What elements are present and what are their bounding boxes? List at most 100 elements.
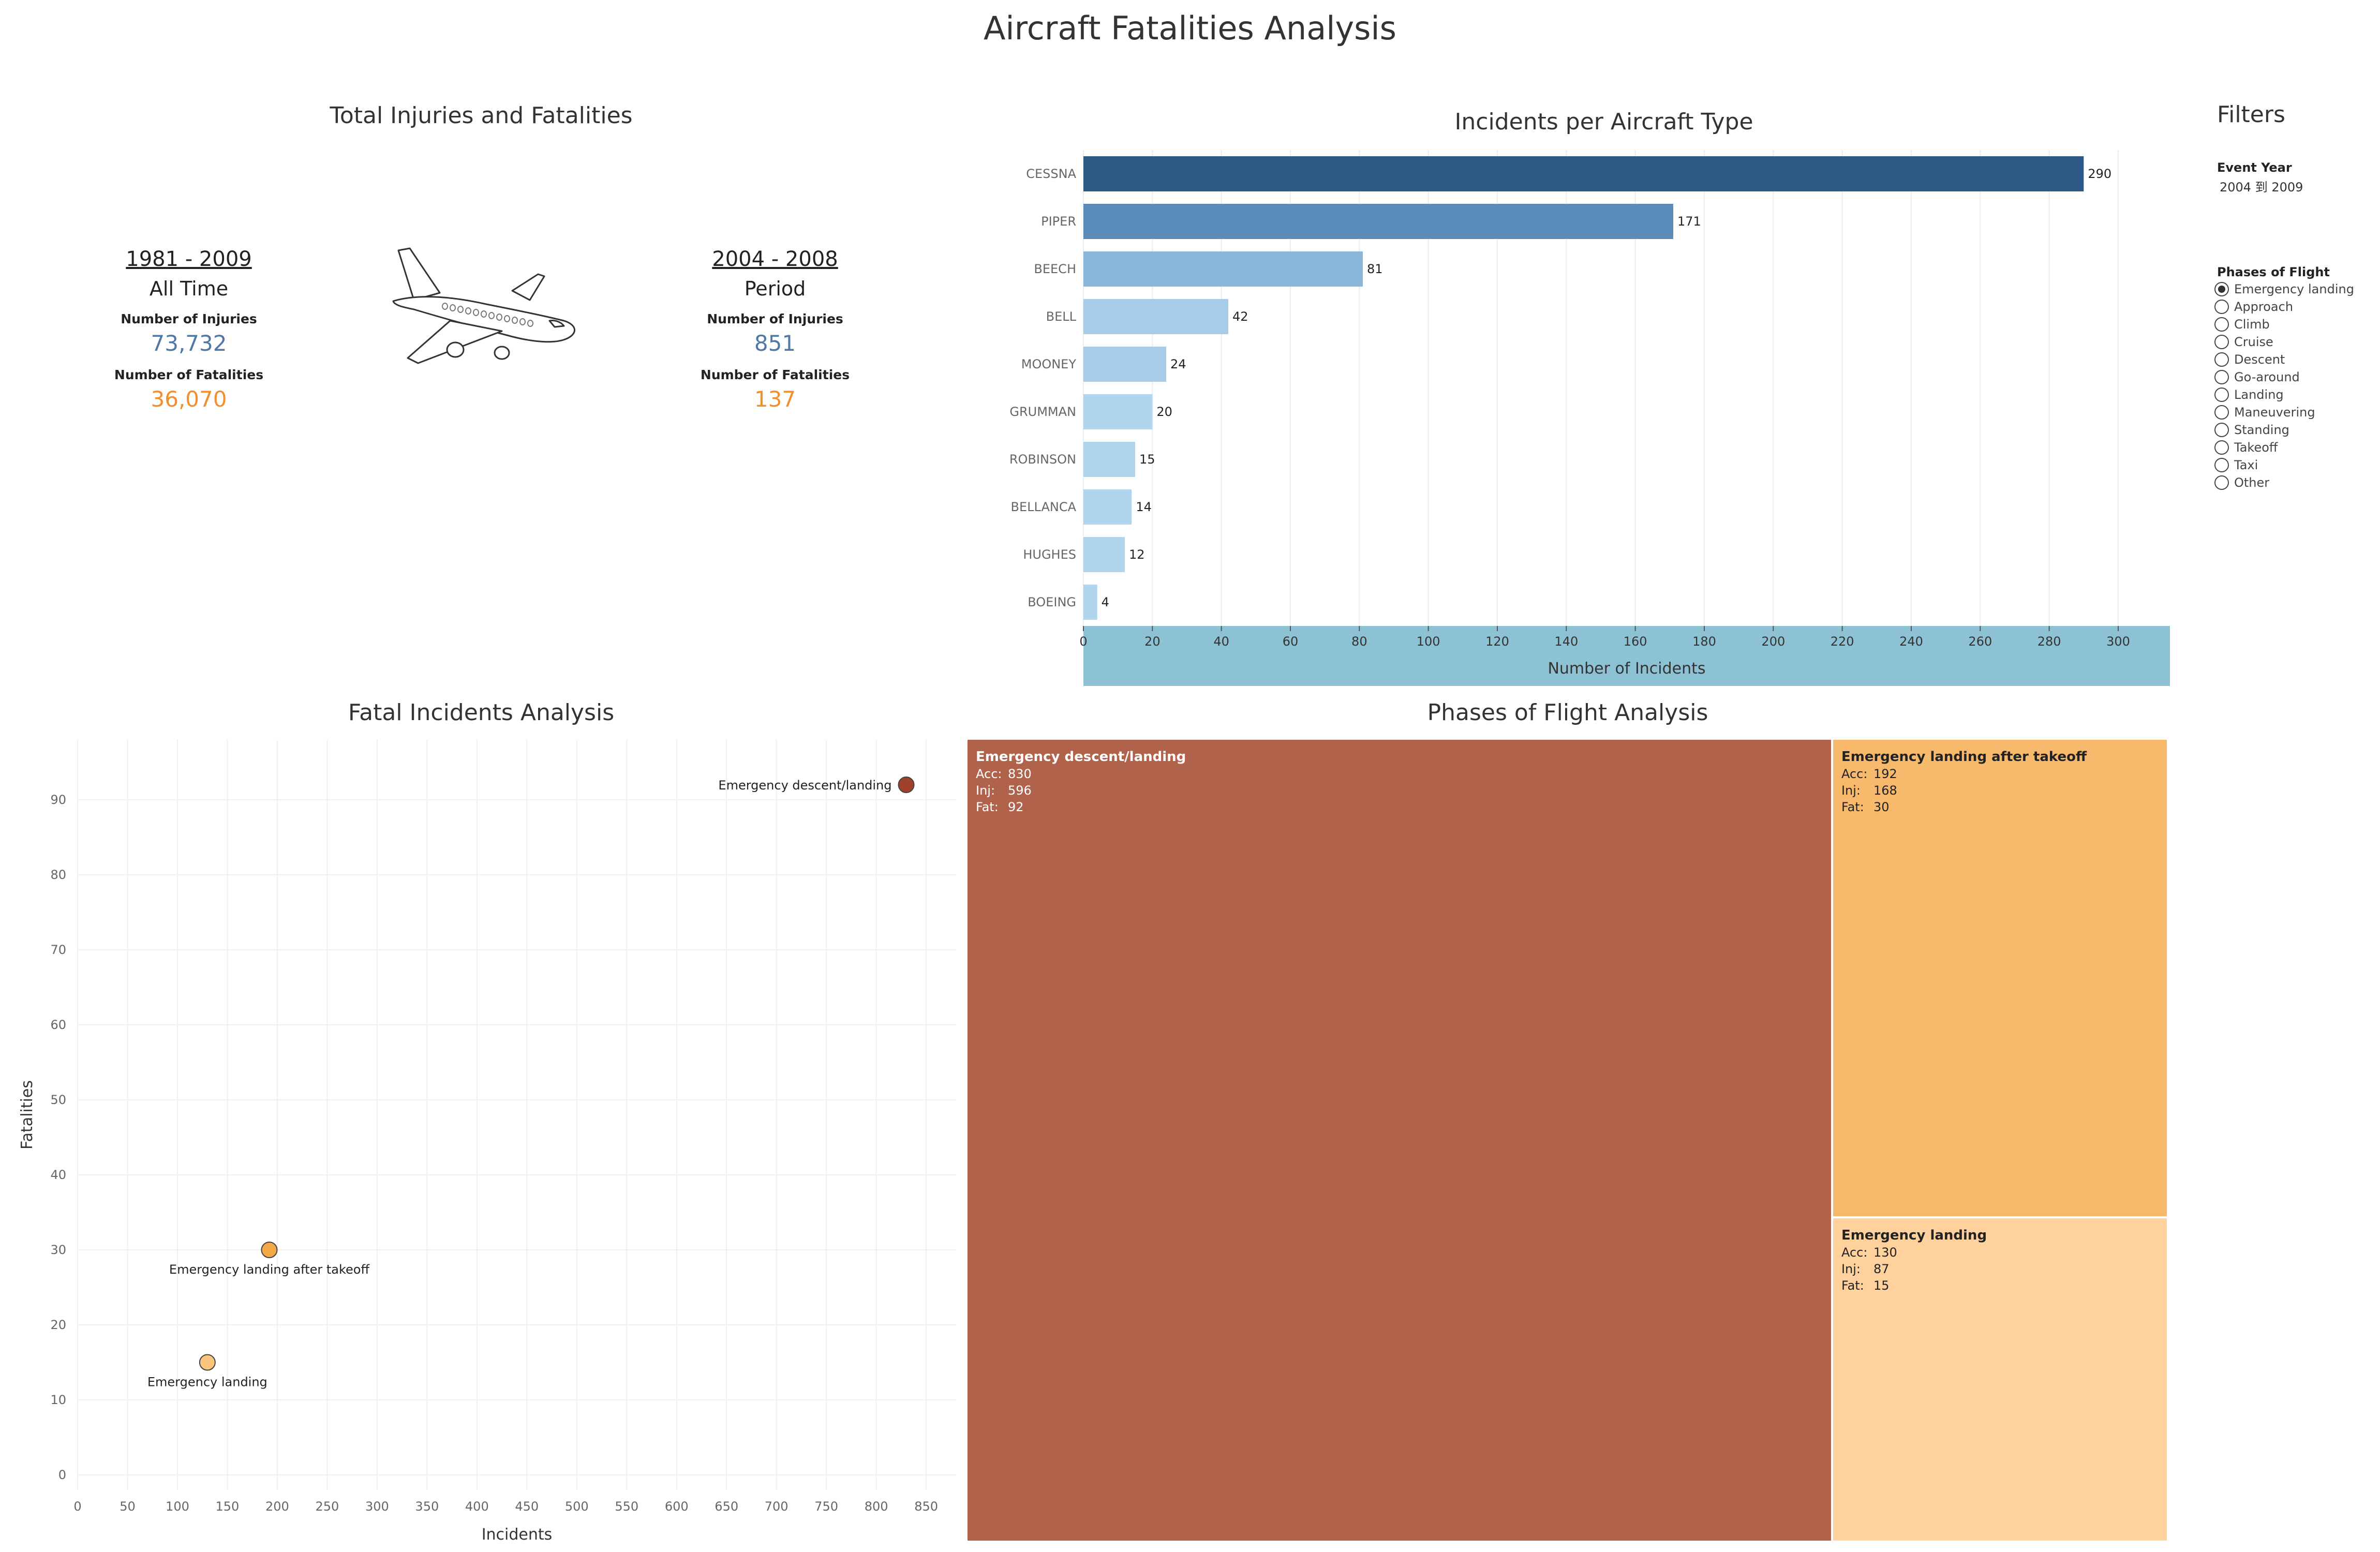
- bar-category-label: GRUMMAN: [1009, 405, 1076, 419]
- kpi-all-time-fatalities-value: 36,070: [151, 386, 227, 412]
- bar-chart: 0 20 40 60 80 100 120 140 160 180 200 220 240 260 280 3…: [1009, 150, 2170, 686]
- scatter-chart-points: [199, 777, 915, 1371]
- phase-option-label: Go-around: [2234, 370, 2300, 384]
- scatter-x-tick-label: 850: [914, 1499, 938, 1514]
- scatter-chart-y-ticks: 0 10 20 30 40 50 60 70 80 90: [50, 793, 66, 1482]
- bar-x-tick-label: 240: [1899, 634, 1923, 649]
- treemap-cell[interactable]: Emergency landing Acc: 130 Inj: 87 Fat: 15: [1832, 1217, 2168, 1542]
- scatter-y-tick-label: 10: [50, 1393, 66, 1407]
- treemap-cell-name: Emergency landing after takeoff: [1841, 749, 2087, 765]
- bar-cessna: [1083, 156, 2084, 191]
- event-year-value[interactable]: 2004 到 2009: [2220, 180, 2303, 195]
- phase-option-go-around[interactable]: Go-around: [2214, 368, 2370, 386]
- kpi-period-fatalities-label: Number of Fatalities: [700, 367, 850, 382]
- phase-option-emergency-landing[interactable]: Emergency landing: [2214, 280, 2370, 298]
- scatter-x-tick-label: 600: [665, 1499, 689, 1514]
- radio-button-icon[interactable]: [2214, 370, 2229, 384]
- radio-button-icon[interactable]: [2214, 458, 2229, 472]
- kpi-all-time-range: 1981 - 2009: [126, 247, 252, 271]
- treemap-cell-name: Emergency landing: [1841, 1228, 1987, 1244]
- phase-option-label: Climb: [2234, 317, 2270, 332]
- radio-button-icon[interactable]: [2214, 475, 2229, 490]
- radio-button-icon[interactable]: [2214, 317, 2229, 332]
- kpi-all-time: 1981 - 2009 All Time Number of Injuries …: [60, 247, 318, 412]
- scatter-x-tick-label: 250: [315, 1499, 339, 1514]
- bar-category-label: ROBINSON: [1009, 452, 1076, 467]
- radio-button-icon[interactable]: [2214, 282, 2229, 296]
- phase-option-label: Takeoff: [2234, 440, 2278, 455]
- phase-option-standing[interactable]: Standing: [2214, 421, 2370, 439]
- phase-option-approach[interactable]: Approach: [2214, 298, 2370, 316]
- phase-option-cruise[interactable]: Cruise: [2214, 333, 2370, 351]
- bar-hughes: [1083, 537, 1125, 572]
- treemap-cell-name: Emergency descent/landing: [976, 749, 1186, 765]
- bar-category-label: BELL: [1046, 309, 1077, 324]
- bar-data-label: 24: [1170, 357, 1186, 371]
- treemap-cell-fat: Fat: 15: [1841, 1278, 2159, 1293]
- treemap-cell[interactable]: Emergency landing after takeoff Acc: 192 In…: [1832, 739, 2168, 1218]
- fat-value: 92: [1008, 800, 1024, 814]
- scatter-x-tick-label: 200: [265, 1499, 289, 1514]
- radio-button-icon[interactable]: [2214, 352, 2229, 367]
- phases-of-flight-radio-list: Emergency landing Approach Climb Cruise Desc…: [2214, 280, 2370, 491]
- kpi-all-time-injuries-label: Number of Injuries: [121, 311, 257, 326]
- phase-option-climb[interactable]: Climb: [2214, 316, 2370, 333]
- phase-option-maneuvering[interactable]: Maneuvering: [2214, 404, 2370, 421]
- treemap-cell-acc: Acc: 192: [1841, 767, 2159, 781]
- bar-x-tick-label: 60: [1283, 634, 1299, 649]
- phase-option-landing[interactable]: Landing: [2214, 386, 2370, 404]
- scatter-y-tick-label: 0: [58, 1468, 66, 1482]
- phase-option-other[interactable]: Other: [2214, 474, 2370, 491]
- phase-option-takeoff[interactable]: Takeoff: [2214, 439, 2370, 456]
- bar-grumman: [1083, 394, 1153, 429]
- bar-mooney: [1083, 347, 1166, 382]
- scatter-x-tick-label: 500: [565, 1499, 589, 1514]
- bar-x-tick-label: 180: [1692, 634, 1716, 649]
- bar-piper: [1083, 204, 1673, 239]
- filters-title: Filters: [2217, 101, 2285, 128]
- bar-data-label: 290: [2088, 167, 2111, 181]
- bar-x-tick-label: 40: [1213, 634, 1229, 649]
- treemap-cell-inj: Inj: 87: [1841, 1262, 2159, 1276]
- treemap: Emergency descent/landing Acc: 830 Inj: 596 F…: [966, 739, 2168, 1542]
- bar-data-label: 14: [1136, 500, 1152, 514]
- phase-option-label: Taxi: [2234, 458, 2258, 472]
- bar-category-label: CESSNA: [1026, 167, 1076, 181]
- bar-x-tick-label: 260: [1968, 634, 1992, 649]
- radio-button-icon[interactable]: [2214, 423, 2229, 437]
- scatter-x-tick-label: 450: [515, 1499, 539, 1514]
- phase-option-taxi[interactable]: Taxi: [2214, 456, 2370, 474]
- fat-label: Fat:: [976, 800, 999, 814]
- kpi-period-injuries-label: Number of Injuries: [707, 311, 843, 326]
- scatter-x-tick-label: 0: [73, 1499, 81, 1514]
- radio-button-icon[interactable]: [2214, 387, 2229, 402]
- bar-chart-axis-band: [1083, 626, 2170, 686]
- treemap-cell[interactable]: Emergency descent/landing Acc: 830 Inj: 596 F…: [966, 739, 1832, 1542]
- scatter-x-tick-label: 300: [365, 1499, 389, 1514]
- bar-data-label: 42: [1232, 309, 1248, 324]
- radio-button-icon[interactable]: [2214, 440, 2229, 455]
- radio-button-icon[interactable]: [2214, 405, 2229, 420]
- radio-button-icon[interactable]: [2214, 335, 2229, 349]
- bar-x-tick-label: 120: [1485, 634, 1509, 649]
- bar-x-tick-label: 280: [2037, 634, 2061, 649]
- inj-value: 168: [1873, 783, 1897, 798]
- bar-bell: [1083, 299, 1228, 334]
- kpi-all-time-subtitle: All Time: [149, 277, 229, 300]
- bar-data-label: 12: [1129, 547, 1145, 562]
- bar-chart-data-labels: 290 171 81 42 24 20 15 14 12 4: [1102, 167, 2111, 609]
- phase-option-descent[interactable]: Descent: [2214, 351, 2370, 368]
- bar-data-label: 81: [1367, 262, 1383, 276]
- inj-label: Inj:: [1841, 783, 1861, 798]
- bar-boeing: [1083, 585, 1097, 620]
- scatter-chart-x-ticks: 0 50 100 150 200 250 300 350 400 450 500 550 600 650 7…: [73, 1499, 938, 1514]
- bar-category-label: MOONEY: [1021, 357, 1077, 371]
- scatter-y-tick-label: 30: [50, 1243, 66, 1257]
- phase-option-label: Approach: [2234, 300, 2294, 314]
- radio-button-icon[interactable]: [2214, 300, 2229, 314]
- acc-label: Acc:: [1841, 767, 1868, 781]
- phase-option-label: Cruise: [2234, 335, 2273, 349]
- bar-category-label: BOEING: [1028, 595, 1076, 609]
- scatter-point-label: Emergency descent/landing: [718, 778, 891, 793]
- bar-chart-categories: CESSNA PIPER BEECH BELL MOONEY GRUMMAN ROBINSO…: [1009, 167, 1077, 609]
